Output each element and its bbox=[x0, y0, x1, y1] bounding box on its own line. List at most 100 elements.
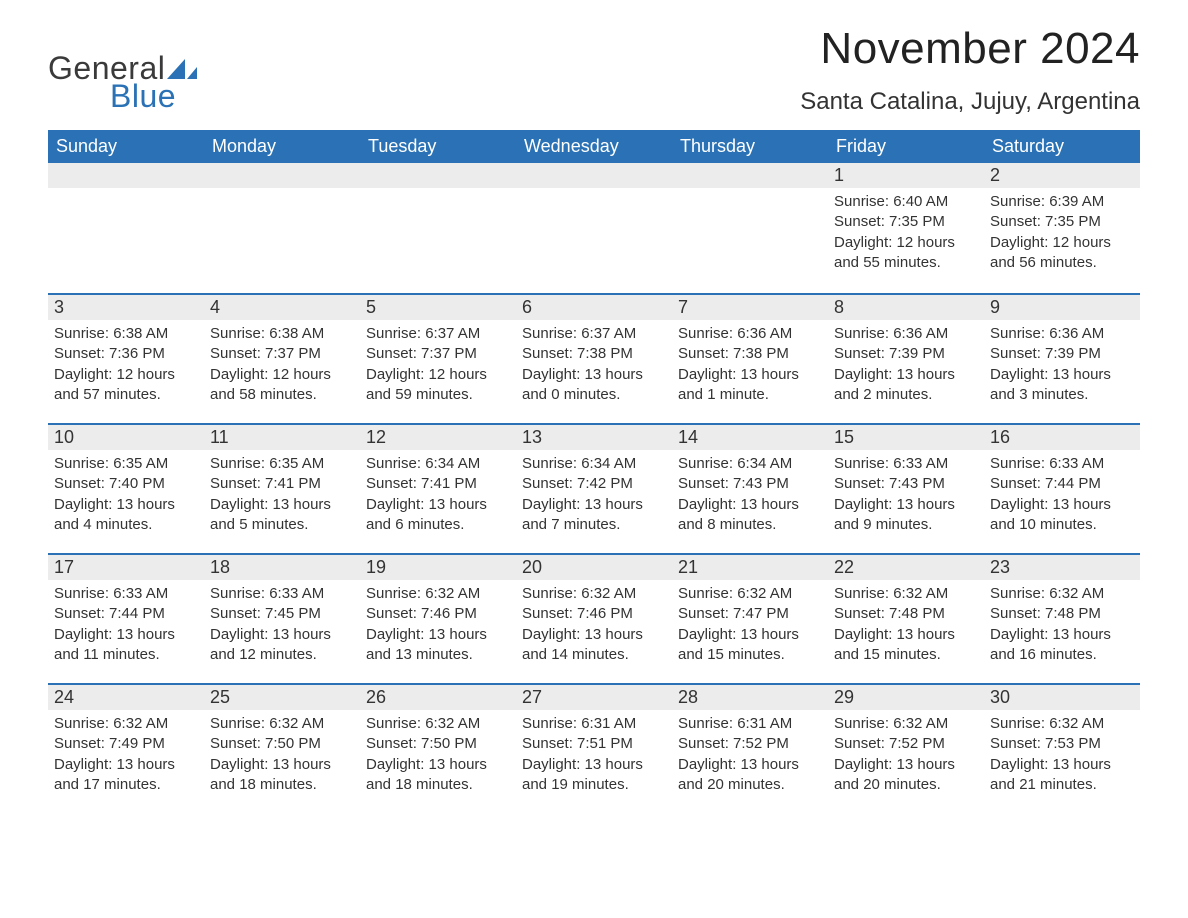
day-body: Sunrise: 6:35 AMSunset: 7:40 PMDaylight:… bbox=[48, 450, 204, 539]
sunset-text: Sunset: 7:42 PM bbox=[522, 474, 666, 494]
day-body: Sunrise: 6:34 AMSunset: 7:43 PMDaylight:… bbox=[672, 450, 828, 539]
day-body: Sunrise: 6:37 AMSunset: 7:37 PMDaylight:… bbox=[360, 320, 516, 409]
brand-word-2: Blue bbox=[110, 80, 197, 112]
day-body: Sunrise: 6:32 AMSunset: 7:48 PMDaylight:… bbox=[984, 580, 1140, 669]
daylight-text: Daylight: 13 hours and 6 minutes. bbox=[366, 495, 510, 536]
day-number-bar: 7 bbox=[672, 293, 828, 320]
day-number-bar bbox=[204, 163, 360, 188]
day-number-bar: 20 bbox=[516, 553, 672, 580]
calendar-day-cell: 20Sunrise: 6:32 AMSunset: 7:46 PMDayligh… bbox=[516, 553, 672, 683]
sunrise-text: Sunrise: 6:32 AM bbox=[522, 584, 666, 604]
day-number-bar: 16 bbox=[984, 423, 1140, 450]
daylight-text: Daylight: 13 hours and 12 minutes. bbox=[210, 625, 354, 666]
calendar-day-cell bbox=[360, 163, 516, 293]
calendar-day-cell: 27Sunrise: 6:31 AMSunset: 7:51 PMDayligh… bbox=[516, 683, 672, 813]
calendar-day-cell: 18Sunrise: 6:33 AMSunset: 7:45 PMDayligh… bbox=[204, 553, 360, 683]
calendar-day-cell: 13Sunrise: 6:34 AMSunset: 7:42 PMDayligh… bbox=[516, 423, 672, 553]
sunrise-text: Sunrise: 6:36 AM bbox=[678, 324, 822, 344]
daylight-text: Daylight: 12 hours and 58 minutes. bbox=[210, 365, 354, 406]
day-number-bar: 11 bbox=[204, 423, 360, 450]
calendar-week-row: 24Sunrise: 6:32 AMSunset: 7:49 PMDayligh… bbox=[48, 683, 1140, 813]
day-number-bar: 29 bbox=[828, 683, 984, 710]
daylight-text: Daylight: 13 hours and 4 minutes. bbox=[54, 495, 198, 536]
calendar-day-cell: 8Sunrise: 6:36 AMSunset: 7:39 PMDaylight… bbox=[828, 293, 984, 423]
day-number-bar: 27 bbox=[516, 683, 672, 710]
daylight-text: Daylight: 13 hours and 21 minutes. bbox=[990, 755, 1134, 796]
day-body: Sunrise: 6:33 AMSunset: 7:44 PMDaylight:… bbox=[984, 450, 1140, 539]
calendar-week-row: 3Sunrise: 6:38 AMSunset: 7:36 PMDaylight… bbox=[48, 293, 1140, 423]
day-body: Sunrise: 6:33 AMSunset: 7:45 PMDaylight:… bbox=[204, 580, 360, 669]
sunrise-text: Sunrise: 6:32 AM bbox=[990, 714, 1134, 734]
day-body: Sunrise: 6:32 AMSunset: 7:50 PMDaylight:… bbox=[360, 710, 516, 799]
weekday-header: Sunday bbox=[48, 130, 204, 163]
day-body: Sunrise: 6:35 AMSunset: 7:41 PMDaylight:… bbox=[204, 450, 360, 539]
sunrise-text: Sunrise: 6:32 AM bbox=[678, 584, 822, 604]
day-number-bar: 12 bbox=[360, 423, 516, 450]
calendar-head: SundayMondayTuesdayWednesdayThursdayFrid… bbox=[48, 130, 1140, 163]
daylight-text: Daylight: 13 hours and 15 minutes. bbox=[834, 625, 978, 666]
sunset-text: Sunset: 7:47 PM bbox=[678, 604, 822, 624]
day-body: Sunrise: 6:32 AMSunset: 7:47 PMDaylight:… bbox=[672, 580, 828, 669]
sunrise-text: Sunrise: 6:38 AM bbox=[210, 324, 354, 344]
calendar-day-cell: 17Sunrise: 6:33 AMSunset: 7:44 PMDayligh… bbox=[48, 553, 204, 683]
day-body: Sunrise: 6:32 AMSunset: 7:53 PMDaylight:… bbox=[984, 710, 1140, 799]
calendar-day-cell: 9Sunrise: 6:36 AMSunset: 7:39 PMDaylight… bbox=[984, 293, 1140, 423]
day-number-bar: 17 bbox=[48, 553, 204, 580]
sunset-text: Sunset: 7:37 PM bbox=[210, 344, 354, 364]
day-body: Sunrise: 6:40 AMSunset: 7:35 PMDaylight:… bbox=[828, 188, 984, 277]
day-body: Sunrise: 6:31 AMSunset: 7:52 PMDaylight:… bbox=[672, 710, 828, 799]
calendar-day-cell: 11Sunrise: 6:35 AMSunset: 7:41 PMDayligh… bbox=[204, 423, 360, 553]
sunrise-text: Sunrise: 6:32 AM bbox=[366, 714, 510, 734]
calendar-day-cell bbox=[48, 163, 204, 293]
sunrise-text: Sunrise: 6:38 AM bbox=[54, 324, 198, 344]
weekday-header: Thursday bbox=[672, 130, 828, 163]
day-body: Sunrise: 6:32 AMSunset: 7:52 PMDaylight:… bbox=[828, 710, 984, 799]
day-number-bar: 24 bbox=[48, 683, 204, 710]
day-number-bar: 26 bbox=[360, 683, 516, 710]
calendar-day-cell: 16Sunrise: 6:33 AMSunset: 7:44 PMDayligh… bbox=[984, 423, 1140, 553]
location-subtitle: Santa Catalina, Jujuy, Argentina bbox=[800, 88, 1140, 116]
day-body bbox=[360, 188, 516, 278]
day-number-bar: 1 bbox=[828, 163, 984, 188]
day-number-bar: 13 bbox=[516, 423, 672, 450]
weekday-header: Friday bbox=[828, 130, 984, 163]
daylight-text: Daylight: 13 hours and 20 minutes. bbox=[678, 755, 822, 796]
calendar-day-cell: 19Sunrise: 6:32 AMSunset: 7:46 PMDayligh… bbox=[360, 553, 516, 683]
calendar-body: 1Sunrise: 6:40 AMSunset: 7:35 PMDaylight… bbox=[48, 163, 1140, 813]
sunset-text: Sunset: 7:43 PM bbox=[834, 474, 978, 494]
sunset-text: Sunset: 7:35 PM bbox=[834, 212, 978, 232]
daylight-text: Daylight: 13 hours and 8 minutes. bbox=[678, 495, 822, 536]
daylight-text: Daylight: 12 hours and 59 minutes. bbox=[366, 365, 510, 406]
daylight-text: Daylight: 13 hours and 9 minutes. bbox=[834, 495, 978, 536]
day-number-bar: 8 bbox=[828, 293, 984, 320]
weekday-header: Saturday bbox=[984, 130, 1140, 163]
calendar-day-cell: 25Sunrise: 6:32 AMSunset: 7:50 PMDayligh… bbox=[204, 683, 360, 813]
day-number-bar: 28 bbox=[672, 683, 828, 710]
day-body: Sunrise: 6:32 AMSunset: 7:49 PMDaylight:… bbox=[48, 710, 204, 799]
sunset-text: Sunset: 7:44 PM bbox=[990, 474, 1134, 494]
day-number-bar: 9 bbox=[984, 293, 1140, 320]
calendar-day-cell: 12Sunrise: 6:34 AMSunset: 7:41 PMDayligh… bbox=[360, 423, 516, 553]
day-body: Sunrise: 6:33 AMSunset: 7:43 PMDaylight:… bbox=[828, 450, 984, 539]
calendar-day-cell: 26Sunrise: 6:32 AMSunset: 7:50 PMDayligh… bbox=[360, 683, 516, 813]
sunrise-text: Sunrise: 6:31 AM bbox=[678, 714, 822, 734]
calendar-day-cell: 22Sunrise: 6:32 AMSunset: 7:48 PMDayligh… bbox=[828, 553, 984, 683]
daylight-text: Daylight: 13 hours and 15 minutes. bbox=[678, 625, 822, 666]
calendar-day-cell: 4Sunrise: 6:38 AMSunset: 7:37 PMDaylight… bbox=[204, 293, 360, 423]
calendar-week-row: 1Sunrise: 6:40 AMSunset: 7:35 PMDaylight… bbox=[48, 163, 1140, 293]
daylight-text: Daylight: 13 hours and 11 minutes. bbox=[54, 625, 198, 666]
day-number-bar: 19 bbox=[360, 553, 516, 580]
day-number-bar: 22 bbox=[828, 553, 984, 580]
sunrise-text: Sunrise: 6:32 AM bbox=[990, 584, 1134, 604]
day-body: Sunrise: 6:38 AMSunset: 7:36 PMDaylight:… bbox=[48, 320, 204, 409]
sunrise-text: Sunrise: 6:40 AM bbox=[834, 192, 978, 212]
calendar-day-cell: 6Sunrise: 6:37 AMSunset: 7:38 PMDaylight… bbox=[516, 293, 672, 423]
calendar-day-cell: 21Sunrise: 6:32 AMSunset: 7:47 PMDayligh… bbox=[672, 553, 828, 683]
daylight-text: Daylight: 13 hours and 18 minutes. bbox=[210, 755, 354, 796]
daylight-text: Daylight: 13 hours and 19 minutes. bbox=[522, 755, 666, 796]
day-number-bar bbox=[48, 163, 204, 188]
calendar-day-cell: 2Sunrise: 6:39 AMSunset: 7:35 PMDaylight… bbox=[984, 163, 1140, 293]
page-header: General Blue November 2024 Santa Catalin… bbox=[48, 24, 1140, 116]
daylight-text: Daylight: 13 hours and 20 minutes. bbox=[834, 755, 978, 796]
day-body bbox=[48, 188, 204, 278]
